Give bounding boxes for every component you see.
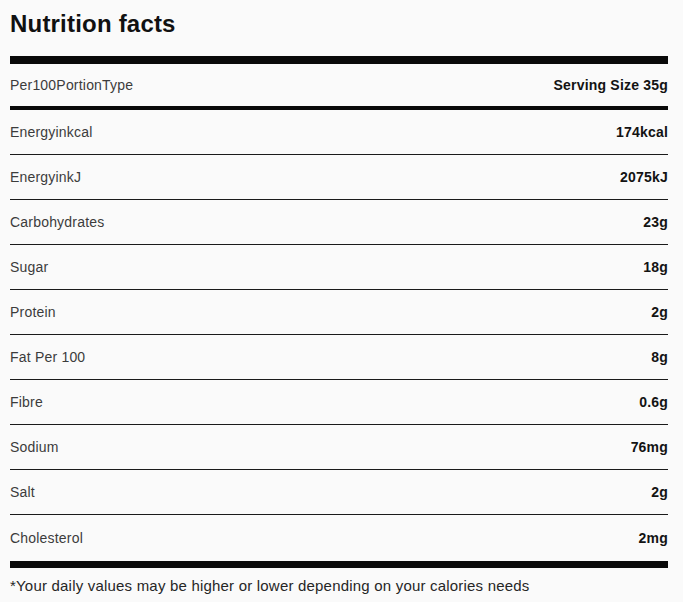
nutrient-label: Cholesterol [10,530,83,546]
nutrient-label: EnergyinkJ [10,169,81,185]
table-row-protein: Protein 2g [10,290,668,335]
nutrient-label: Energyinkcal [10,124,93,140]
nutrient-value: 18g [643,259,668,275]
table-row-energy-kcal: Energyinkcal 174kcal [10,110,668,155]
table-row-sugar: Sugar 18g [10,245,668,290]
nutrient-table: Energyinkcal 174kcal EnergyinkJ 2075kJ C… [10,110,668,561]
nutrient-value: 76mg [631,439,668,455]
nutrient-label: Protein [10,304,56,320]
bottom-divider-bar [10,561,668,568]
page-title: Nutrition facts [10,10,668,39]
table-row-salt: Salt 2g [10,470,668,515]
nutrient-value: 174kcal [616,124,668,140]
nutrient-value: 2075kJ [620,169,668,185]
nutrient-label: Sodium [10,439,59,455]
nutrient-label: Fibre [10,394,43,410]
nutrient-value: 2g [651,304,668,320]
serving-row-value: Serving Size 35g [554,77,668,93]
serving-row-label: Per100PortionType [10,77,133,93]
nutrient-label: Sugar [10,259,48,275]
table-row-cholesterol: Cholesterol 2mg [10,515,668,561]
nutrient-value: 2g [651,484,668,500]
serving-size-row: Per100PortionType Serving Size 35g [10,64,668,106]
nutrient-value: 23g [643,214,668,230]
table-row-fibre: Fibre 0.6g [10,380,668,425]
nutrient-label: Salt [10,484,35,500]
nutrient-value: 2mg [639,530,668,546]
nutrient-label: Fat Per 100 [10,349,85,365]
table-row-energy-kj: EnergyinkJ 2075kJ [10,155,668,200]
nutrition-facts-panel: Nutrition facts Per100PortionType Servin… [0,0,683,594]
nutrient-value: 8g [651,349,668,365]
nutrient-label: Carbohydrates [10,214,104,230]
daily-values-disclaimer: *Your daily values may be higher or lowe… [10,577,668,594]
nutrient-value: 0.6g [639,394,668,410]
table-row-carbohydrates: Carbohydrates 23g [10,200,668,245]
table-row-fat: Fat Per 100 8g [10,335,668,380]
table-row-sodium: Sodium 76mg [10,425,668,470]
top-divider-bar [10,56,668,64]
